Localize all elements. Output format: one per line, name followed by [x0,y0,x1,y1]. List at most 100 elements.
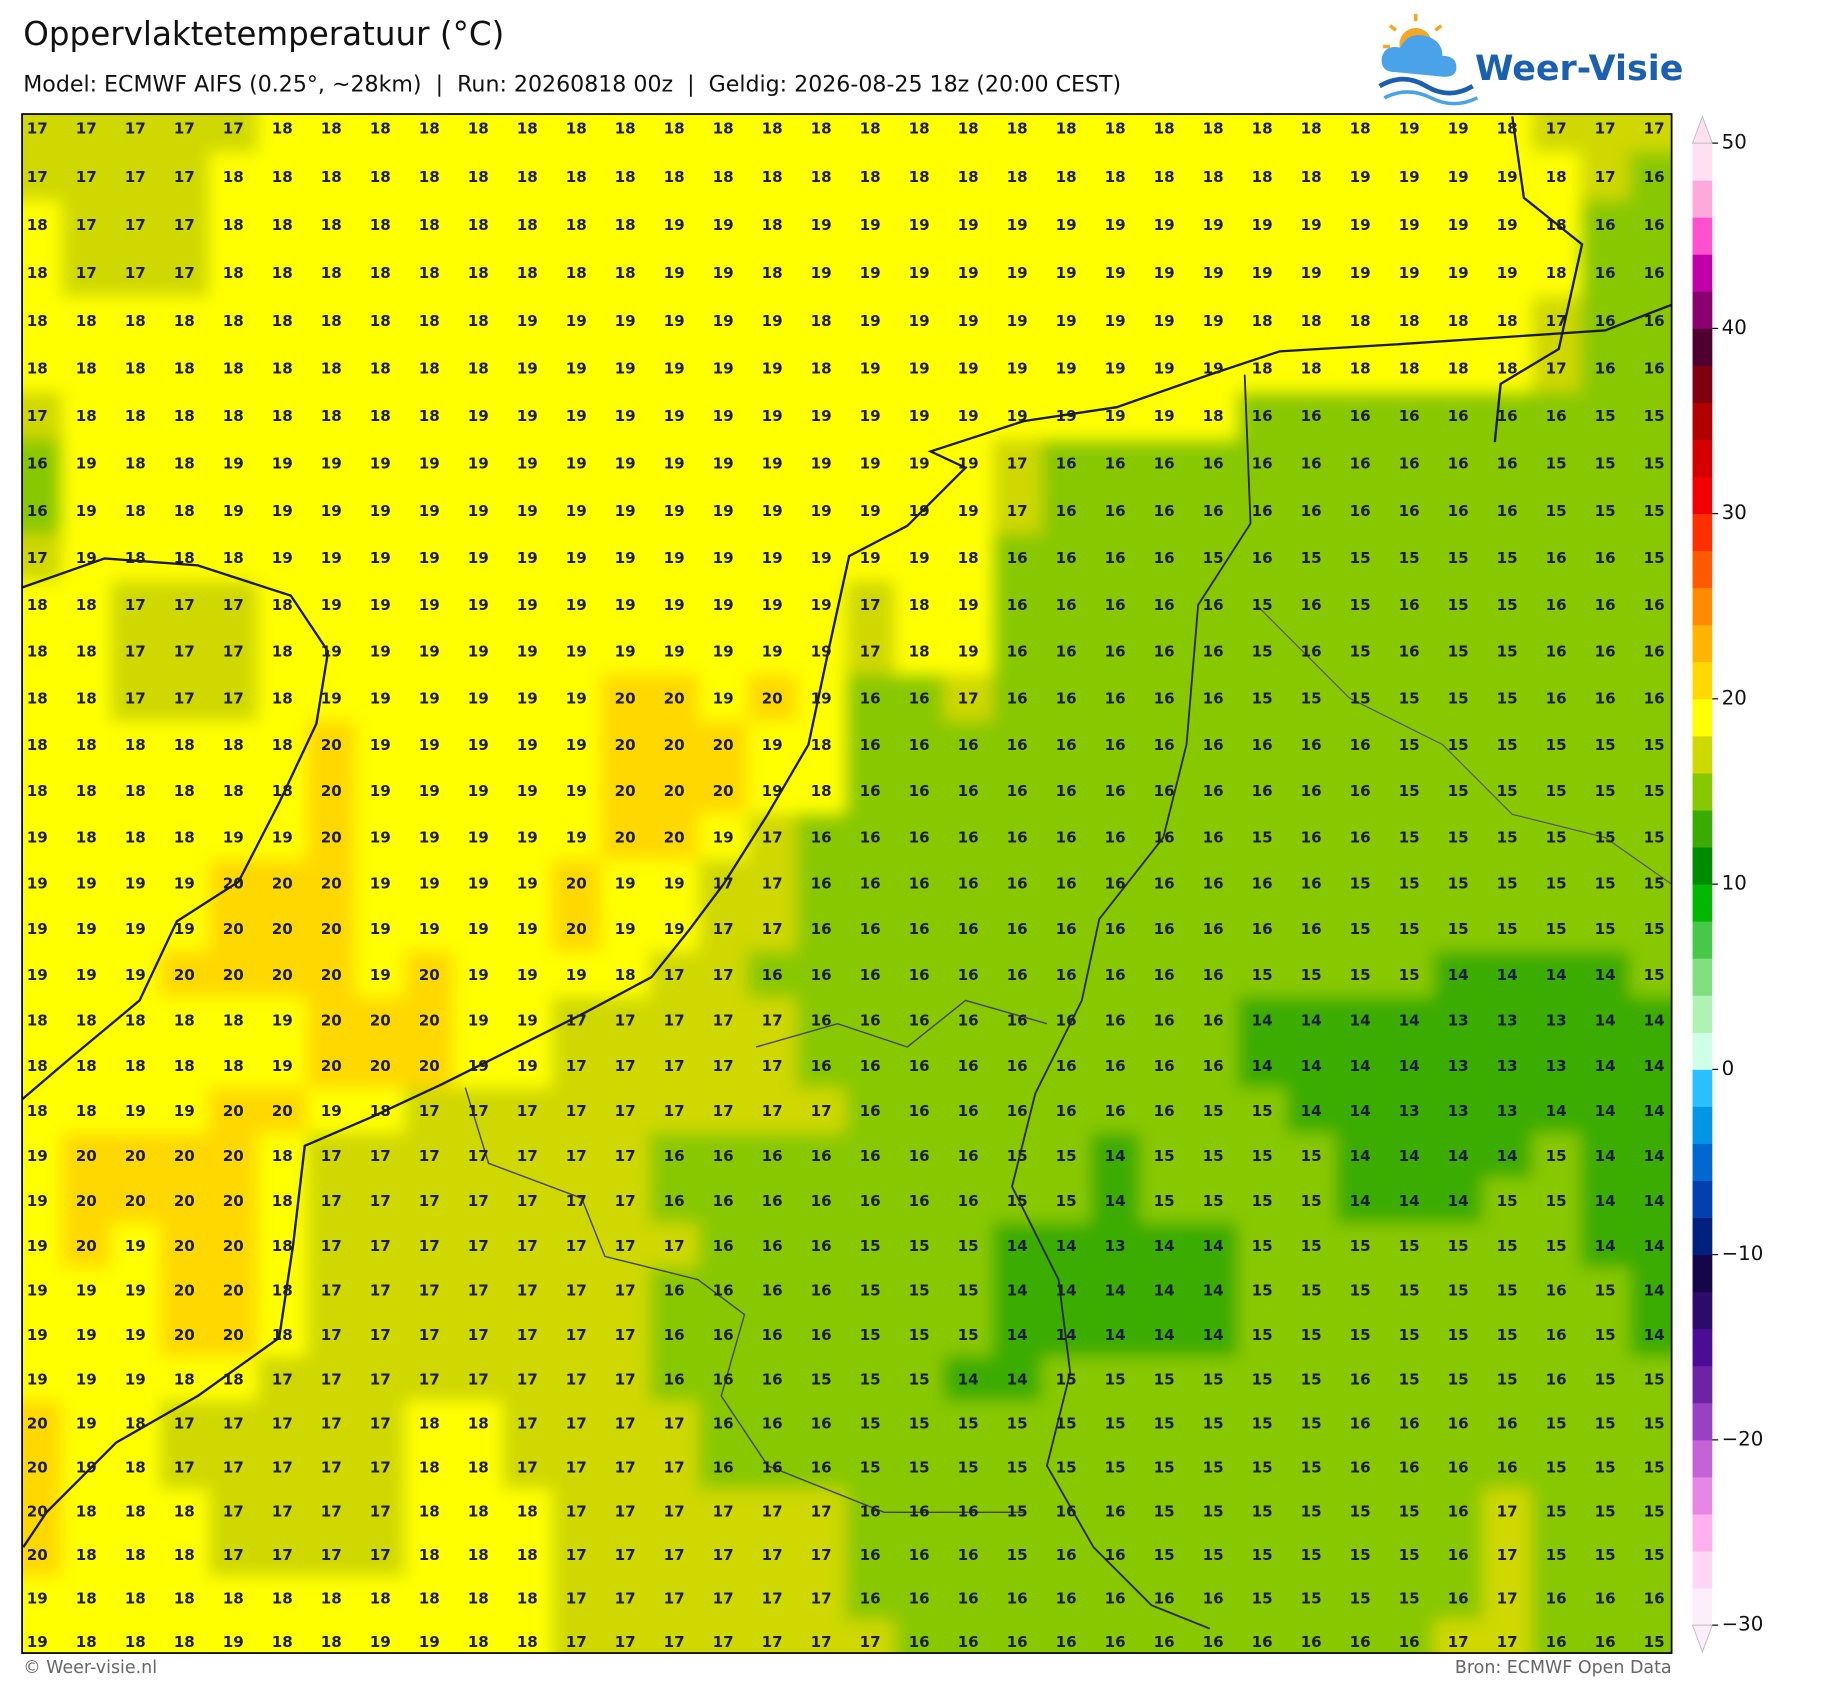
field-cell [502,720,553,768]
field-cell [845,1444,896,1490]
temperature-label: 17 [468,1192,489,1210]
colorbar-segment [1692,624,1713,663]
field-cell [1384,580,1435,629]
temperature-label: 17 [321,1502,342,1520]
temperature-label: 16 [1448,407,1469,425]
field-cell [61,1532,112,1577]
field-cell [453,1400,504,1446]
field-cell [1237,533,1288,582]
temperature-label: 19 [468,407,489,425]
field-cell [110,1177,161,1224]
field-cell [600,1042,651,1089]
field-cell [257,248,308,297]
field-cell [502,152,553,201]
temperature-label: 16 [1007,1590,1028,1608]
field-cell [1335,1087,1386,1134]
colorbar-segment [1692,1476,1713,1515]
temperature-label: 19 [1497,264,1518,282]
field-cell [110,391,161,440]
temperature-label: 19 [125,920,146,938]
temperature-label: 18 [909,120,930,138]
field-cell [649,1222,700,1269]
field-cell [992,344,1043,393]
temperature-label: 15 [1252,1590,1273,1608]
field-cell [355,296,406,345]
field-cell [1335,248,1386,297]
field-cell [1188,1532,1239,1577]
field-cell [796,1267,847,1313]
field-cell [257,344,308,393]
temperature-label: 18 [1546,168,1567,186]
field-cell [747,627,798,675]
field-cell [747,1488,798,1534]
field-cell [992,200,1043,250]
field-cell [453,627,504,675]
temperature-label: 18 [468,1458,489,1476]
temperature-label: 13 [1105,1237,1126,1255]
temperature-label: 15 [860,1370,881,1388]
temperature-label: 16 [1399,502,1420,520]
temperature-label: 17 [174,168,195,186]
field-cell [1384,1042,1435,1089]
temperature-label: 16 [762,1147,783,1165]
field-cell [110,1619,161,1654]
field-cell [796,1356,847,1402]
field-cell [894,296,945,345]
field-cell [159,1488,210,1534]
field-cell [306,627,357,675]
temperature-label: 18 [419,407,440,425]
field-cell [1482,1532,1533,1577]
field-cell [1384,1619,1435,1654]
temperature-label: 15 [1399,1546,1420,1564]
field-cell [1090,580,1141,629]
temperature-label: 19 [419,828,440,846]
field-cell [1286,951,1337,998]
temperature-label: 19 [615,643,636,661]
temperature-label: 15 [1252,596,1273,614]
temperature-label: 16 [1252,455,1273,473]
temperature-label: 19 [615,549,636,567]
field-cell [453,486,504,535]
temperature-label: 16 [1546,596,1567,614]
temperature-label: 20 [174,1147,195,1165]
temperature-label: 16 [1203,1590,1224,1608]
temperature-label: 16 [1007,736,1028,754]
temperature-label: 18 [174,502,195,520]
temperature-label: 17 [615,1102,636,1120]
temperature-label: 17 [664,1502,685,1520]
field-cell [1139,1312,1190,1358]
field-cell [698,580,749,629]
field-cell [796,1444,847,1490]
temperature-label: 19 [909,312,930,330]
field-cell [355,1132,406,1179]
temperature-label: 18 [419,1590,440,1608]
temperature-label: 18 [223,168,244,186]
field-cell [159,1087,210,1134]
field-cell [502,486,553,535]
field-cell [796,1619,847,1654]
temperature-label: 17 [370,1147,391,1165]
temperature-label: 16 [1056,1057,1077,1075]
field-cell [1531,859,1582,907]
temperature-label: 20 [321,966,342,984]
temperature-label: 17 [370,1546,391,1564]
field-cell [1384,859,1435,907]
temperature-label: 18 [615,264,636,282]
temperature-label: 19 [27,1147,48,1165]
field-cell [110,813,161,861]
field-cell [22,1619,63,1654]
field-cell [845,439,896,488]
field-cell [110,674,161,722]
temperature-label: 17 [468,1102,489,1120]
temperature-label: 19 [272,502,293,520]
temperature-label: 16 [1252,407,1273,425]
temperature-label: 20 [223,1147,244,1165]
temperature-label: 17 [615,1057,636,1075]
field-cell [1531,1087,1582,1134]
temperature-label: 14 [1644,1237,1665,1255]
temperature-label: 16 [1105,736,1126,754]
temperature-label: 18 [272,1192,293,1210]
temperature-label: 19 [615,920,636,938]
field-cell [257,859,308,907]
temperature-label: 16 [1056,1633,1077,1651]
